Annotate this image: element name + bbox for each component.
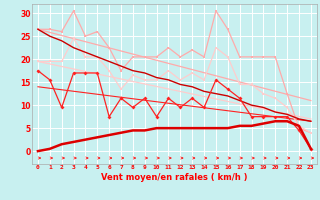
X-axis label: Vent moyen/en rafales ( km/h ): Vent moyen/en rafales ( km/h ) [101,173,248,182]
